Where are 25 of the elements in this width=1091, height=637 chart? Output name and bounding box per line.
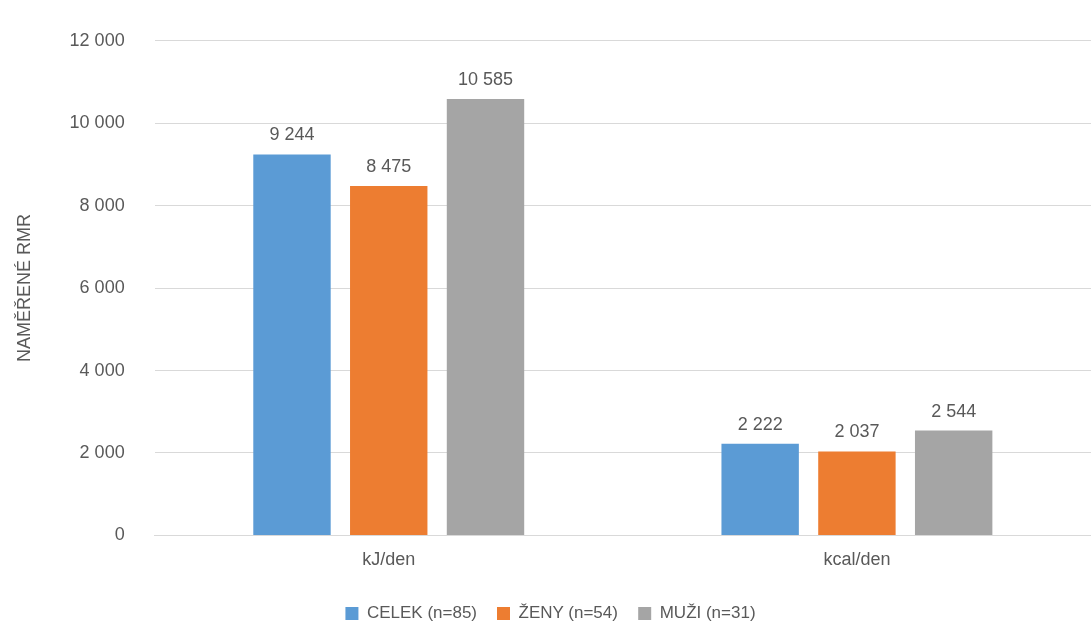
bar <box>818 451 896 535</box>
bar <box>253 154 331 535</box>
y-tick-label: 2 000 <box>79 441 125 462</box>
y-tick-label: 4 000 <box>79 359 125 380</box>
bar <box>350 186 428 535</box>
y-tick-label: 6 000 <box>79 277 125 298</box>
y-tick-label: 8 000 <box>79 194 125 215</box>
data-label: 10 585 <box>457 69 514 90</box>
data-label: 8 475 <box>366 156 412 177</box>
y-tick-label: 0 <box>114 524 125 545</box>
data-label: 2 222 <box>737 413 783 434</box>
legend-label: ŽENY (n=54) <box>518 603 618 623</box>
bar <box>721 443 799 535</box>
legend-label: CELEK (n=85) <box>366 603 478 623</box>
bar <box>914 430 993 535</box>
data-label: 9 244 <box>269 124 315 145</box>
y-tick-label: 12 000 <box>69 29 125 50</box>
data-label: 2 544 <box>931 400 977 421</box>
x-tick-label: kJ/den <box>362 549 416 570</box>
data-label: 2 037 <box>834 421 880 442</box>
legend-label: MUŽI (n=31) <box>659 603 756 623</box>
bar <box>446 99 525 535</box>
x-tick-label: kcal/den <box>823 549 891 570</box>
y-axis-title: NAMĚŘENÉ RMR <box>13 214 34 363</box>
y-tick-label: 10 000 <box>69 112 125 133</box>
